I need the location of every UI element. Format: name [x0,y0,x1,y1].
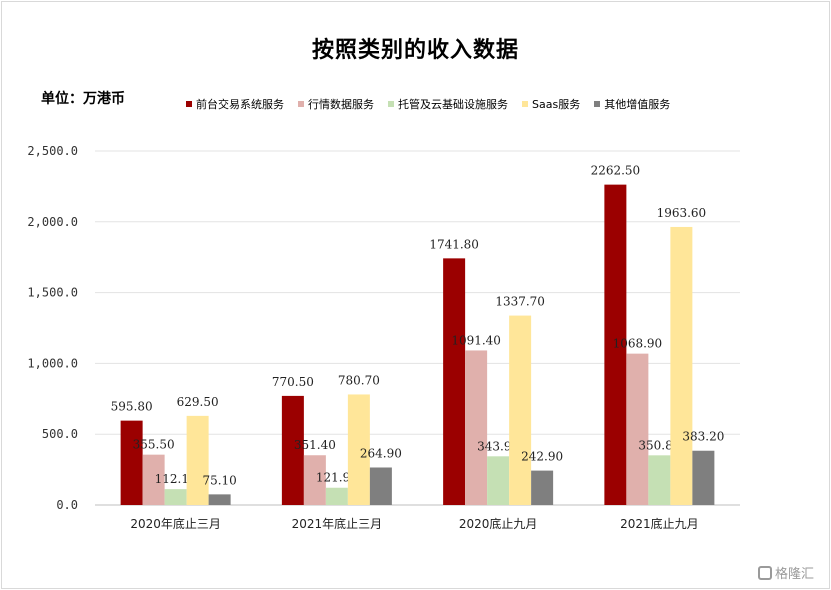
bar [120,420,143,505]
legend-swatch [388,101,394,107]
data-label: 112.10 [155,472,197,486]
data-label: 595.80 [111,400,153,414]
bar [626,353,649,505]
bar [303,455,326,505]
data-label: 121.90 [316,471,358,485]
legend-label: 行情数据服务 [308,98,374,111]
bar [670,226,693,506]
watermark-logo-icon [758,565,772,580]
y-tick-label: 2,500.0 [27,144,78,158]
bar [369,467,392,505]
x-tick-label: 2021底止九月 [620,516,699,531]
chart-title: 按照类别的收入数据 [311,38,519,63]
data-label: 343.90 [477,439,519,453]
bar [487,456,510,505]
bar [531,470,554,505]
bar [164,489,187,505]
data-label: 350.80 [638,438,680,452]
legend-label: Saas服务 [532,98,581,111]
data-label: 1337.70 [495,295,545,309]
y-tick-label: 2,000.0 [27,215,78,229]
x-tick-label: 2021年底止三月 [292,516,383,531]
data-label: 1741.80 [429,237,479,251]
data-label: 355.50 [133,438,175,452]
y-tick-label: 1,500.0 [27,286,78,300]
data-label: 1068.90 [613,337,663,351]
bar [509,315,532,505]
data-label: 629.50 [177,395,219,409]
watermark-text: 格隆汇 [775,567,815,582]
bar [347,394,370,505]
y-tick-label: 500.0 [42,427,78,441]
legend-item-0: 前台交易系统服务 [186,96,284,112]
data-label: 770.50 [272,375,314,389]
bar [208,494,231,505]
legend-swatch [594,101,601,107]
unit-label: 单位：万港币 [41,91,125,107]
data-label: 264.90 [360,446,402,460]
y-tick-label: 0.0 [56,498,78,512]
bar [186,415,209,505]
y-tick-label: 1,000.0 [27,356,78,370]
data-label: 1091.40 [451,333,501,347]
watermark: 格隆汇 [758,563,814,582]
legend-label: 前台交易系统服务 [196,98,284,111]
data-label: 1963.60 [657,206,707,220]
legend-swatch [186,101,192,107]
bar [465,350,488,505]
data-label: 351.40 [294,438,336,452]
legend-item-3: Saas服务 [522,96,580,112]
legend-swatch [522,101,528,107]
x-tick-label: 2020年底止三月 [130,516,221,531]
chart-legend: 前台交易系统服务 行情数据服务 托管及云基础设施服务 Saas服务 其他增值服务 [186,95,670,113]
legend-item-4: 其他增值服务 [594,96,670,112]
legend-item-2: 托管及云基础设施服务 [388,96,508,112]
bar [325,487,348,505]
data-label: 780.70 [338,373,380,387]
legend-label: 其他增值服务 [604,98,671,111]
data-label: 2262.50 [591,164,641,178]
legend-item-1: 行情数据服务 [298,96,374,112]
legend-label: 托管及云基础设施服务 [398,98,508,111]
bar [604,184,627,505]
bar [142,454,165,505]
bar [648,455,671,505]
bar [443,258,466,505]
data-label: 242.90 [521,450,563,464]
bar [692,450,715,505]
data-label: 383.20 [682,430,724,444]
legend-swatch [298,101,304,107]
data-label: 75.10 [202,473,236,487]
bar [281,395,304,505]
x-tick-label: 2020底止九月 [459,516,538,531]
